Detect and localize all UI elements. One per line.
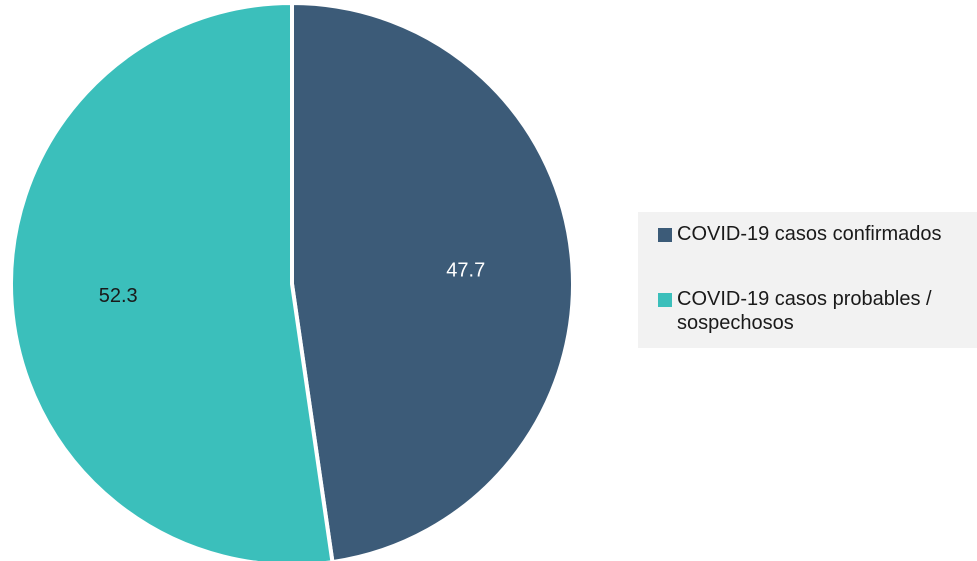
legend-item-confirmados: COVID-19 casos confirmados [658,222,968,246]
legend-label-confirmados: COVID-19 casos confirmados [677,223,942,245]
pie-slices [8,1,575,561]
pie-slice-1 [8,1,335,561]
pie-slice-0 [290,1,575,561]
pie-data-label-1: 52.3 [99,285,138,307]
legend-label-probables: COVID-19 casos probables / sospechosos [677,288,932,334]
legend-item-probables: COVID-19 casos probables / sospechosos [658,287,968,335]
pie-data-label-0: 47.7 [446,260,485,282]
chart-legend: COVID-19 casos confirmados COVID-19 caso… [638,212,977,348]
pie-data-labels: 47.7 52.3 [99,260,485,307]
legend-swatch-confirmados [658,228,672,242]
legend-swatch-probables [658,293,672,307]
